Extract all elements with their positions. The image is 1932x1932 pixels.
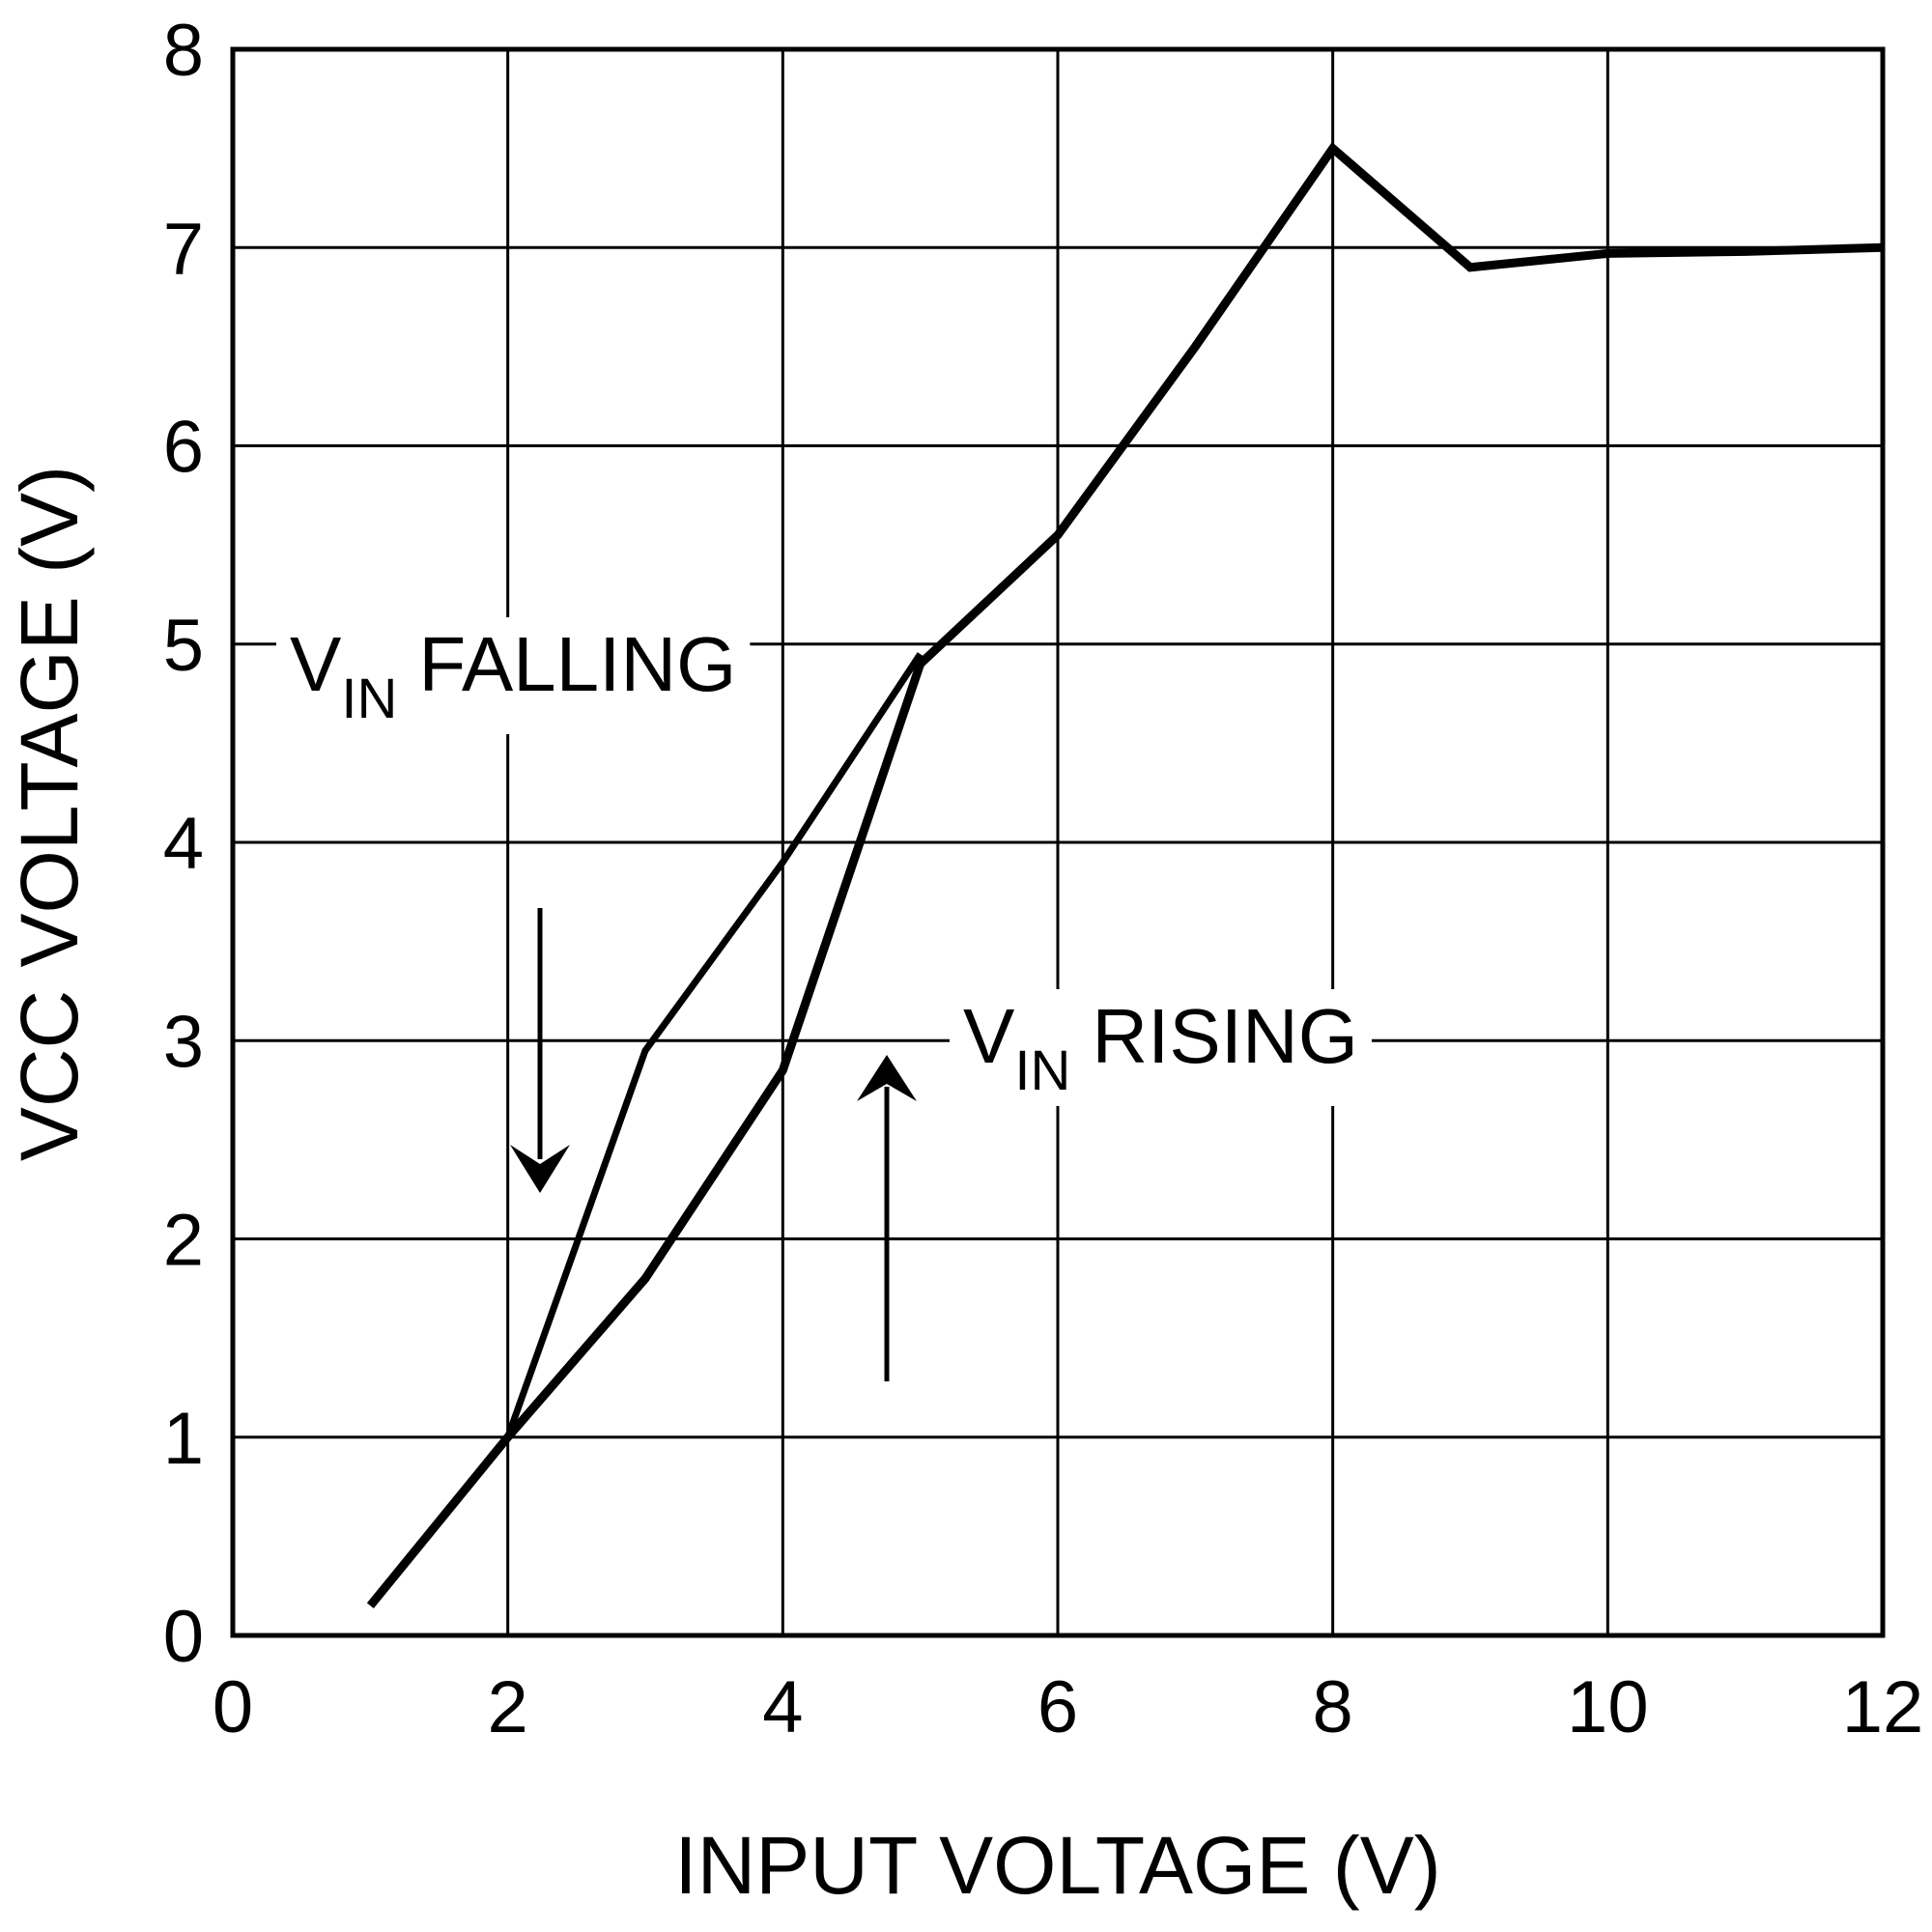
y-tick-label: 6 xyxy=(163,407,204,489)
grid xyxy=(230,46,1886,1638)
lines xyxy=(366,141,1884,1609)
annotation-subscript: IN xyxy=(341,668,397,730)
annotation-background xyxy=(950,989,1372,1106)
arrow-head xyxy=(510,1145,570,1193)
annotation-text: FALLING xyxy=(418,621,736,707)
x-tick-label: 2 xyxy=(488,1666,528,1748)
x-tick-label: 8 xyxy=(1313,1666,1353,1748)
y-tick-label: 3 xyxy=(163,1001,204,1083)
arrow-head xyxy=(857,1055,917,1101)
y-tick-label: 4 xyxy=(163,803,204,885)
annotation-background xyxy=(276,617,751,734)
y-tick-label: 7 xyxy=(163,208,204,290)
x-tick-label: 12 xyxy=(1842,1666,1924,1748)
y-tick-label: 1 xyxy=(163,1398,204,1480)
annotation-main: V xyxy=(290,621,342,707)
x-tick-label: 0 xyxy=(213,1666,253,1748)
annotation-main: V xyxy=(963,993,1015,1079)
annotation: VIN RISING xyxy=(963,993,1358,1102)
plot-frame xyxy=(230,46,1886,1638)
annotation-subscript: IN xyxy=(1014,1039,1070,1102)
x-axis-label: INPUT VOLTAGE (V) xyxy=(674,1820,1440,1911)
y-tick-label: 0 xyxy=(163,1596,204,1678)
y-tick-label: 5 xyxy=(163,605,204,687)
annotation: VIN FALLING xyxy=(290,621,736,730)
x-tick-label: 6 xyxy=(1037,1666,1078,1748)
y-tick-label: 2 xyxy=(163,1200,204,1282)
y-axis-label: VCC VOLTAGE (V) xyxy=(4,466,95,1161)
x-tick-label: 10 xyxy=(1567,1666,1649,1748)
data-line xyxy=(366,141,1884,1609)
annotation-text: RISING xyxy=(1092,993,1358,1079)
annotations: VIN FALLING VIN RISING xyxy=(276,617,1372,1106)
arrows xyxy=(510,908,917,1381)
y-tick-label: 8 xyxy=(163,10,204,92)
x-tick-label: 4 xyxy=(762,1666,803,1748)
data-line xyxy=(504,652,923,1438)
